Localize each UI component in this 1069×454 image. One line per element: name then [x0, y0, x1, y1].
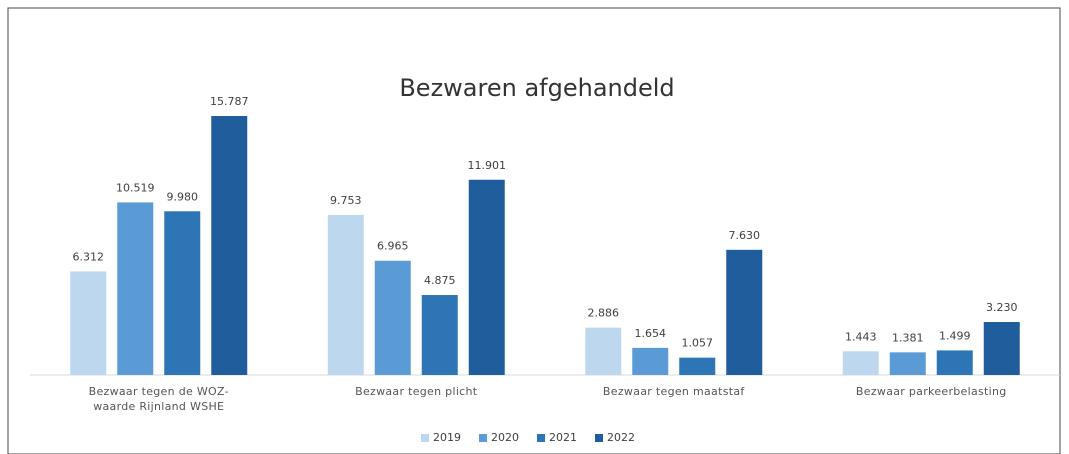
bar	[889, 352, 926, 375]
bar	[726, 249, 763, 375]
value-label: 11.901	[468, 159, 507, 172]
bar	[327, 214, 364, 375]
bar	[70, 271, 107, 375]
x-tick-label: Bezwaar parkeerbelasting	[855, 385, 1007, 398]
legend-swatch	[595, 434, 603, 442]
value-label: 1.499	[939, 329, 971, 342]
bar	[632, 347, 669, 375]
value-label: 1.654	[635, 327, 667, 340]
x-tick-label: Bezwaar tegen de WOZ-waarde Rijnland WSH…	[88, 385, 229, 413]
value-label: 2.886	[588, 307, 620, 320]
legend-swatch	[479, 434, 487, 442]
x-tick-label: Bezwaar tegen maatstaf	[602, 385, 745, 398]
value-label: 4.875	[424, 274, 456, 287]
bar	[468, 179, 505, 375]
legend-label: 2022	[607, 431, 635, 444]
bar	[679, 357, 716, 375]
bar	[117, 202, 154, 375]
value-label: 9.753	[330, 194, 362, 207]
legend-label: 2019	[433, 431, 461, 444]
legend-label: 2021	[549, 431, 577, 444]
x-tick-label: Bezwaar tegen plicht	[355, 385, 478, 398]
chart-title: Bezwaren afgehandeld	[399, 74, 674, 102]
value-label: 7.630	[729, 229, 761, 242]
value-label: 3.230	[986, 301, 1018, 314]
bar	[936, 350, 973, 375]
legend-swatch	[421, 434, 429, 442]
frame	[7, 7, 1061, 454]
value-label: 10.519	[116, 181, 155, 194]
value-label: 6.965	[377, 240, 409, 253]
value-label: 6.312	[73, 250, 105, 263]
bar	[374, 260, 411, 375]
bar	[164, 211, 201, 375]
value-label: 1.057	[682, 337, 714, 350]
bar	[983, 322, 1020, 375]
bar	[842, 351, 879, 375]
legend-swatch	[537, 434, 545, 442]
bar	[211, 116, 248, 375]
value-label: 15.787	[210, 95, 249, 108]
value-label: 1.443	[845, 330, 877, 343]
value-label: 9.980	[167, 190, 199, 203]
bar	[585, 327, 622, 375]
bar	[421, 295, 458, 375]
value-label: 1.381	[892, 331, 924, 344]
legend-label: 2020	[491, 431, 519, 444]
